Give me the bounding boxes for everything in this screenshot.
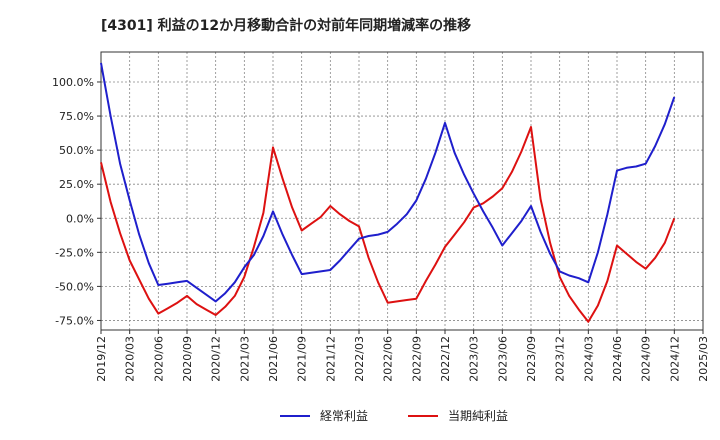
x-tick-label: 2020/03: [124, 336, 137, 382]
y-tick-label: 75.0%: [59, 110, 94, 123]
x-tick-label: 2023/06: [496, 336, 509, 382]
x-tick-label: 2019/12: [95, 336, 108, 382]
x-tick-label: 2022/06: [382, 336, 395, 382]
x-tick-label: 2024/12: [668, 336, 681, 382]
series-line-junri: [100, 126, 676, 323]
x-tick-label: 2022/12: [439, 336, 452, 382]
legend: 経常利益 当期純利益: [280, 409, 508, 423]
plot-frame: [100, 51, 704, 331]
y-tick-label: 50.0%: [59, 144, 94, 157]
x-tick-label: 2020/12: [210, 336, 223, 382]
series-lines: [100, 62, 676, 323]
y-axis: 100.0% 75.0% 50.0% 25.0% 0.0% -25.0% -50.0% -75…: [52, 76, 101, 327]
y-tick-label: -25.0%: [55, 246, 94, 259]
x-tick-label: 2021/09: [296, 336, 309, 382]
x-tick-label: 2023/12: [554, 336, 567, 382]
y-tick-label: 25.0%: [59, 178, 94, 191]
x-tick-label: 2021/03: [238, 336, 251, 382]
series-line-keijo: [100, 62, 676, 303]
x-tick-label: 2023/03: [468, 336, 481, 382]
x-tick-label: 2024/09: [640, 336, 653, 382]
y-tick-label: 0.0%: [66, 212, 94, 225]
y-tick-label: -50.0%: [55, 280, 94, 293]
x-tick-label: 2023/09: [525, 336, 538, 382]
x-tick-label: 2022/03: [353, 336, 366, 382]
x-tick-label: 2025/03: [697, 336, 710, 382]
x-axis: 2019/12 2020/03 2020/06 2020/09 2020/12 2021/…: [95, 330, 710, 382]
x-tick-label: 2021/12: [324, 336, 337, 382]
x-tick-label: 2024/06: [611, 336, 624, 382]
y-tick-label: 100.0%: [52, 76, 94, 89]
x-tick-label: 2022/09: [410, 336, 423, 382]
x-tick-label: 2020/09: [181, 336, 194, 382]
y-tick-label: -75.0%: [55, 314, 94, 327]
x-tick-label: 2021/06: [267, 336, 280, 382]
legend-label-junri: 当期純利益: [448, 409, 508, 423]
x-tick-label: 2024/03: [582, 336, 595, 382]
chart-title: [4301] 利益の12か月移動合計の対前年同期増減率の推移: [101, 17, 471, 34]
legend-label-keijo: 経常利益: [320, 409, 368, 423]
x-tick-label: 2020/06: [152, 336, 165, 382]
